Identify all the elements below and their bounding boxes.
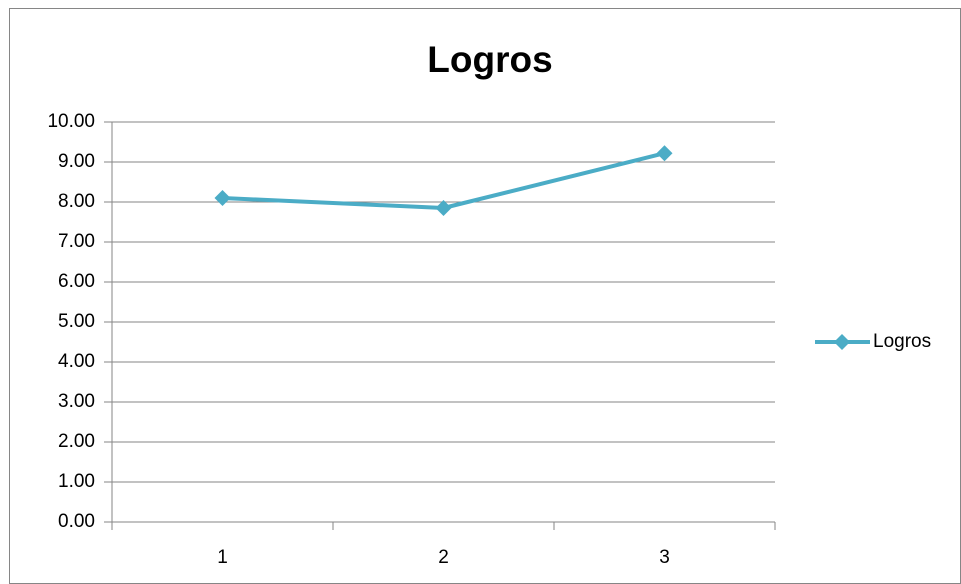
y-tick-label: 6.00	[58, 271, 95, 292]
y-tick-label: 2.00	[58, 431, 95, 452]
y-tick-label: 10.00	[47, 111, 95, 132]
y-tick-label: 5.00	[58, 311, 95, 332]
marker	[435, 200, 452, 216]
marker	[656, 145, 673, 162]
chart-border	[9, 8, 961, 584]
y-tick-label: 4.00	[58, 351, 95, 372]
y-tick-label: 3.00	[58, 391, 95, 412]
y-tick-label: 8.00	[58, 191, 95, 212]
legend-marker	[834, 334, 850, 350]
y-tick-label: 1.00	[58, 471, 95, 492]
legend-label: Logros	[873, 331, 931, 352]
x-tick-label: 3	[659, 547, 670, 568]
line	[222, 151, 665, 210]
y-tick-label: 0.00	[58, 511, 95, 532]
y-tick-label: 7.00	[58, 231, 95, 252]
y-tick-label: 9.00	[58, 151, 95, 172]
chart-title: Logros	[427, 39, 552, 80]
x-tick-label: 2	[438, 547, 449, 568]
x-tick-label: 1	[217, 547, 228, 568]
marker	[214, 190, 231, 206]
